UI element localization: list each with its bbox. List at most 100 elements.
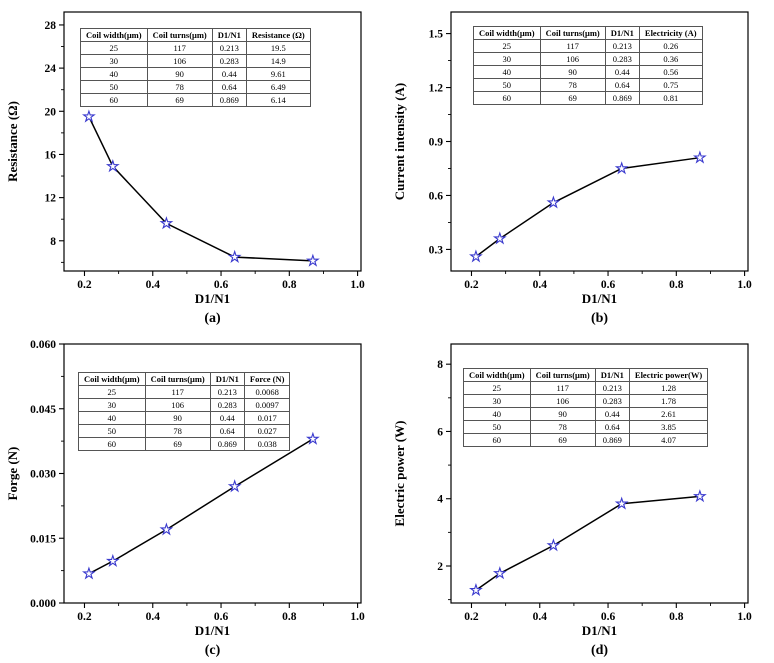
data-point-star-marker — [692, 150, 707, 164]
table-row: 60 69 0.869 6.14 — [80, 93, 311, 107]
x-tick-label: 1.0 — [737, 611, 752, 623]
table-cell: 30 — [463, 394, 531, 408]
table-cell: 50 — [473, 78, 541, 92]
table-cell: 0.283 — [211, 54, 247, 68]
x-axis-label: D1/N1 — [582, 623, 617, 638]
y-tick-label: 0.015 — [30, 533, 56, 545]
data-point-star-marker — [546, 538, 561, 552]
subplot-label: (d) — [591, 643, 608, 658]
x-tick-label: 0.6 — [214, 611, 229, 623]
y-tick-label: 1.5 — [429, 29, 444, 41]
data-line — [475, 495, 700, 591]
y-tick-label: 16 — [45, 149, 57, 161]
table-cell: 0.0097 — [243, 398, 291, 412]
table-header-row: Coil width(μm) Coil turns(μm) D1/N1 Resista… — [80, 28, 311, 42]
table-cell: 0.64 — [209, 424, 245, 438]
data-point-star-marker — [159, 216, 174, 230]
data-point-star-marker — [614, 496, 629, 510]
table-cell: 40 — [463, 407, 531, 421]
axis-frame — [450, 343, 749, 604]
table-cell: 60 — [463, 433, 531, 447]
x-axis-label: D1/N1 — [195, 623, 230, 638]
y-tick-label: 4 — [437, 494, 443, 506]
data-point-star-marker — [305, 431, 320, 445]
x-tick-label: 0.2 — [77, 611, 92, 623]
table-cell: 40 — [473, 65, 541, 79]
table-row: 60 69 0.869 0.81 — [473, 91, 703, 105]
subplot-label: (c) — [205, 643, 221, 658]
table-cell: 0.869 — [211, 93, 247, 107]
table-cell: 0.869 — [209, 437, 245, 451]
table-cell: 0.36 — [638, 52, 703, 66]
subplot-label: (a) — [204, 311, 221, 326]
chart-cell-a: 0.2 0.4 0.6 0.8 1.0 8 12 16 20 24 28 D1/N1 (a) Resist… — [0, 0, 387, 331]
axis-frame — [63, 11, 362, 272]
table-cell: 106 — [146, 54, 213, 68]
table-header-cell: D1/N1 — [604, 26, 640, 40]
y-tick-label: 28 — [45, 20, 57, 32]
y-tick-label: 6 — [437, 426, 443, 438]
chart-c-plot: 0.2 0.4 0.6 0.8 1.0 0.000 0.015 0.030 0.045 0.060… — [5, 339, 365, 658]
table-header-cell: Coil width(μm) — [78, 372, 146, 386]
x-tick-label: 0.2 — [464, 279, 479, 291]
data-point-star-marker — [105, 159, 120, 173]
chart-b-plot: 0.2 0.4 0.6 0.8 1.0 0.3 0.6 0.9 1.2 1.5 D1/N1 (b) Cu… — [392, 11, 752, 326]
table-header-cell: D1/N1 — [211, 28, 247, 42]
table-cell: 25 — [463, 381, 531, 395]
x-tick-label: 1.0 — [350, 279, 365, 291]
table-row: 30 106 0.283 0.0097 — [78, 398, 291, 412]
table-cell: 30 — [473, 52, 541, 66]
table-cell: 69 — [146, 93, 213, 107]
x-tick-label: 0.4 — [533, 279, 548, 291]
table-row: 60 69 0.869 4.07 — [463, 433, 709, 447]
chart-cell-b: 0.2 0.4 0.6 0.8 1.0 0.3 0.6 0.9 1.2 1.5 D1/N1 (b) Cu… — [387, 0, 774, 331]
table-header-cell: Coil width(μm) — [463, 368, 531, 382]
table-cell: 1.78 — [628, 394, 709, 408]
table-cell: 30 — [78, 398, 146, 412]
table-cell: 0.64 — [604, 78, 640, 92]
table-cell: 0.869 — [594, 433, 630, 447]
data-point-star-marker — [492, 566, 507, 580]
y-tick-label: 0.060 — [30, 339, 56, 351]
table-cell: 0.56 — [638, 65, 703, 79]
table-cell: 0.64 — [594, 420, 630, 434]
y-tick-label: 2 — [437, 561, 443, 573]
x-axis-label: D1/N1 — [582, 291, 617, 306]
y-tick-label: 0.6 — [429, 190, 444, 202]
table-cell: 0.0068 — [243, 385, 291, 399]
y-tick-label: 0.3 — [429, 244, 444, 256]
x-tick-label: 0.6 — [601, 279, 616, 291]
data-point-star-marker — [492, 231, 507, 245]
y-tick-label: 1.2 — [429, 83, 444, 95]
table-cell: 0.213 — [594, 381, 630, 395]
table-cell: 2.61 — [628, 407, 709, 421]
table-cell: 50 — [80, 80, 148, 94]
table-cell: 3.85 — [628, 420, 709, 434]
table-row: 50 78 0.64 0.027 — [78, 424, 291, 438]
y-axis-label: Resistance (Ω) — [5, 101, 20, 182]
table-cell: 40 — [78, 411, 146, 425]
y-tick-label: 8 — [437, 359, 443, 371]
table-row: 25 117 0.213 19.5 — [80, 41, 311, 55]
chart-d-inset-table: Coil width(μm) Coil turns(μm) D1/N1 Electri… — [463, 368, 709, 447]
table-header-row: Coil width(μm) Coil turns(μm) D1/N1 Electri… — [473, 26, 703, 40]
table-cell: 90 — [144, 411, 211, 425]
table-cell: 117 — [529, 381, 596, 395]
table-cell: 0.283 — [604, 52, 640, 66]
table-row: 30 106 0.283 14.9 — [80, 54, 311, 68]
table-cell: 50 — [463, 420, 531, 434]
table-header-cell: Electricity (A) — [638, 26, 703, 40]
table-header-cell: Coil turns(μm) — [144, 372, 211, 386]
y-axis-label: Electric power (W) — [392, 421, 407, 527]
table-header-cell: Coil turns(μm) — [529, 368, 596, 382]
table-cell: 0.44 — [604, 65, 640, 79]
table-cell: 0.44 — [594, 407, 630, 421]
table-cell: 25 — [80, 41, 148, 55]
table-cell: 0.213 — [209, 385, 245, 399]
table-cell: 106 — [539, 52, 606, 66]
table-cell: 0.027 — [243, 424, 291, 438]
y-tick-label: 8 — [50, 236, 56, 248]
table-row: 50 78 0.64 6.49 — [80, 80, 311, 94]
table-cell: 1.28 — [628, 381, 709, 395]
y-tick-label: 0.9 — [429, 137, 444, 149]
